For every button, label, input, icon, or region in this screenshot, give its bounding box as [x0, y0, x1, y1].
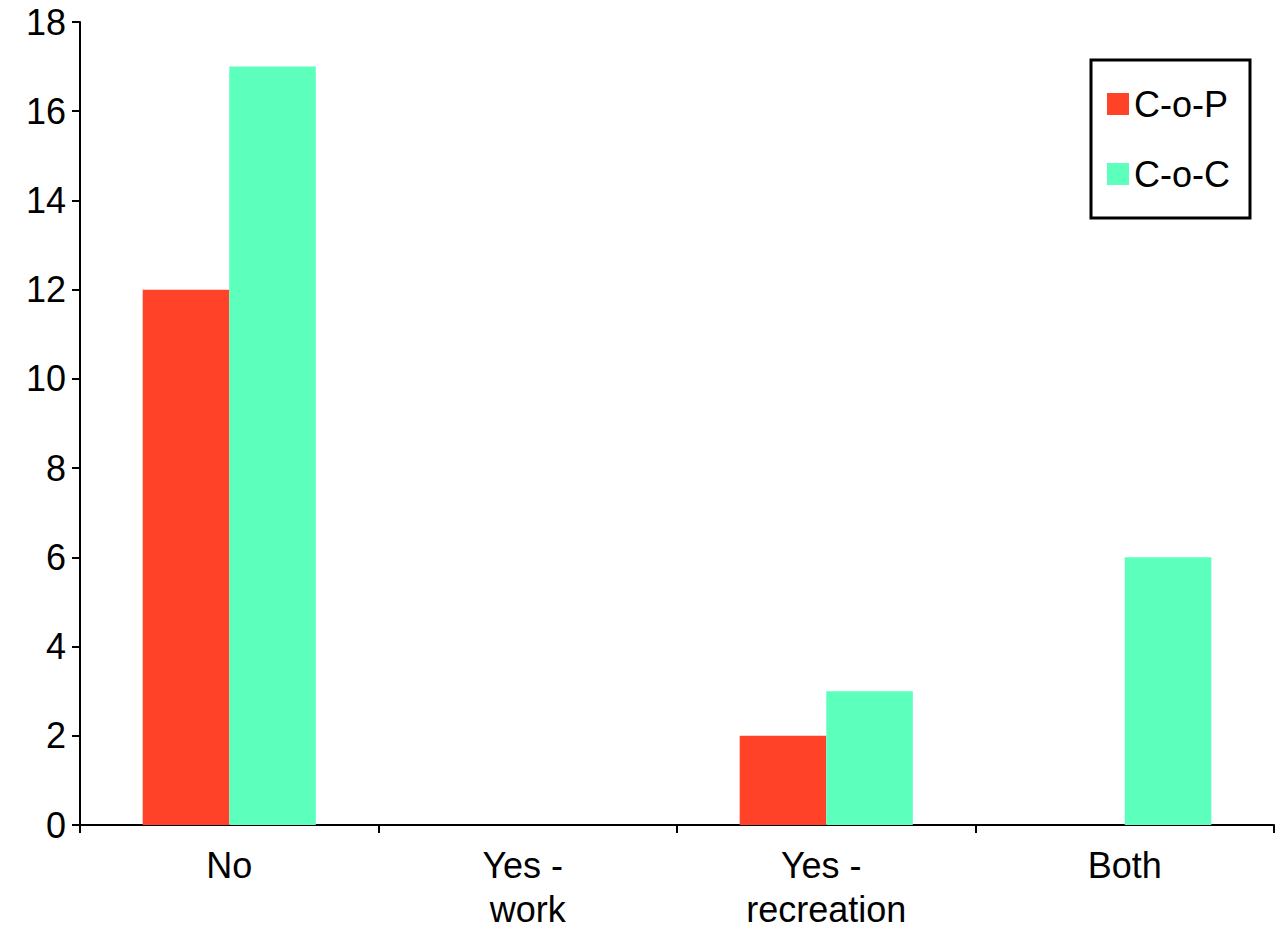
- svg-text:C-o-P: C-o-P: [1134, 84, 1228, 125]
- svg-text:Yes -: Yes -: [482, 845, 573, 886]
- svg-text:10: 10: [26, 358, 66, 399]
- svg-text:18: 18: [26, 2, 66, 43]
- svg-text:C-o-C: C-o-C: [1134, 154, 1230, 195]
- svg-text:work: work: [489, 889, 567, 930]
- svg-text:8: 8: [46, 448, 66, 489]
- svg-text:0: 0: [46, 805, 66, 846]
- svg-text:Yes -: Yes -: [781, 845, 872, 886]
- svg-text:recreation: recreation: [746, 889, 906, 930]
- svg-text:No: No: [206, 845, 252, 886]
- svg-text:16: 16: [26, 91, 66, 132]
- svg-text:Both: Both: [1088, 845, 1162, 886]
- svg-text:12: 12: [26, 269, 66, 310]
- svg-text:14: 14: [26, 180, 66, 221]
- svg-text:4: 4: [46, 626, 66, 667]
- svg-text:6: 6: [46, 537, 66, 578]
- svg-text:2: 2: [46, 715, 66, 756]
